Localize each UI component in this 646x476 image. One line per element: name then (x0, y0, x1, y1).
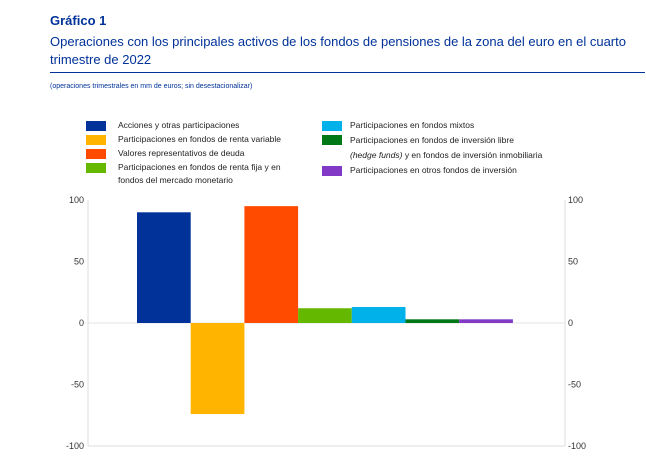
legend-label: Participaciones en fondos mixtos (350, 120, 475, 130)
y-tick-label-right: 0 (568, 318, 573, 328)
bar (190, 323, 245, 415)
legend-line: Participaciones en fondos de renta fija … (118, 162, 281, 172)
legend-label: Participaciones en fondos de renta varia… (118, 134, 282, 144)
bar (298, 308, 352, 323)
bar (137, 212, 191, 323)
legend-swatch (322, 135, 342, 145)
bar (244, 206, 299, 323)
legend-label: Participaciones en fondos de renta fija … (118, 161, 281, 187)
y-tick-label-left: 100 (69, 195, 84, 205)
y-tick-label-right: -100 (568, 441, 586, 451)
y-tick-label-left: 50 (74, 257, 84, 267)
y-tick-label-right: 50 (568, 257, 578, 267)
y-tick-label-left: -100 (66, 441, 84, 451)
legend-line: (hedge funds) (350, 150, 403, 160)
chart-label: Gráfico 1 (50, 13, 107, 28)
chart-note: (operaciones trimestrales en mm de euros… (50, 83, 253, 90)
legend-line: Participaciones en fondos de inversión l… (350, 135, 514, 145)
legend-swatch (322, 166, 342, 176)
legend-swatch (86, 163, 106, 173)
legend-swatch (86, 121, 106, 131)
y-tick-label-right: 100 (568, 195, 583, 205)
legend-line: y en fondos de inversión inmobiliaria (402, 150, 543, 160)
legend-line: fondos del mercado monetario (118, 175, 233, 185)
legend-label: Participaciones en fondos de inversión l… (350, 133, 542, 163)
bar (405, 319, 460, 323)
bar (459, 319, 513, 323)
legend-swatch (86, 135, 106, 145)
legend-swatch (86, 149, 106, 159)
title-rule (50, 72, 645, 73)
y-tick-label-left: -50 (71, 380, 84, 390)
legend-label: Participaciones en otros fondos de inver… (350, 165, 517, 175)
legend-label: Acciones y otras participaciones (118, 120, 240, 130)
bar (351, 307, 406, 323)
legend-label: Valores representativos de deuda (118, 148, 245, 158)
y-tick-label-left: 0 (79, 318, 84, 328)
y-tick-label-right: -50 (568, 380, 581, 390)
chart-title: Operaciones con los principales activos … (50, 34, 626, 67)
legend-swatch (322, 121, 342, 131)
